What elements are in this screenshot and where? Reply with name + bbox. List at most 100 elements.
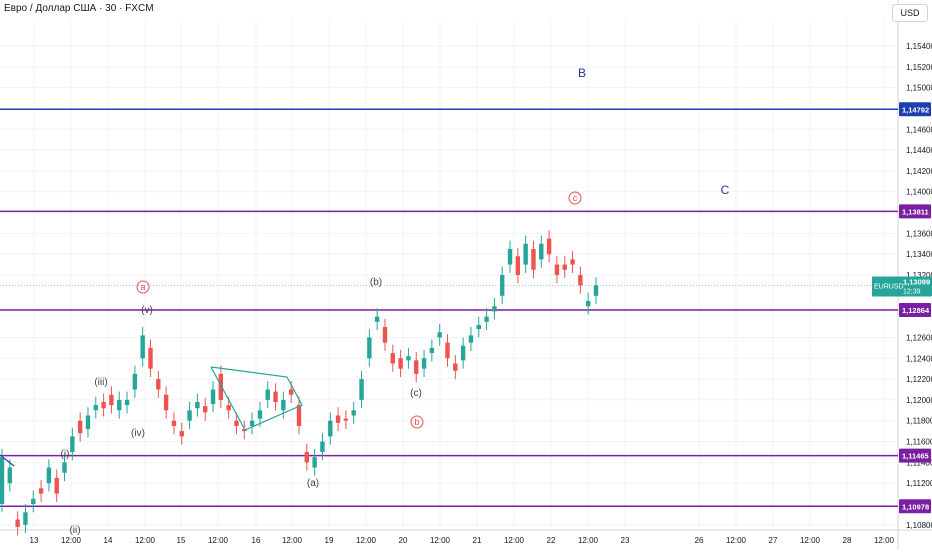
- x-tick-label-15: 12:00: [578, 536, 599, 545]
- candle-body-68: [531, 248, 536, 270]
- x-tick-label-10: 20: [399, 536, 408, 545]
- x-tick-label-5: 12:00: [208, 536, 229, 545]
- candle-body-2: [15, 519, 20, 527]
- y-tick-label-18: 1,10800: [906, 521, 932, 530]
- candle-body-5: [38, 488, 44, 494]
- candle-body-11: [85, 415, 91, 430]
- candle-body-70: [546, 238, 552, 255]
- candle-body-75: [585, 301, 591, 307]
- level-badge-0: [899, 102, 931, 117]
- candle-body-20: [156, 379, 161, 390]
- candle-body-60: [468, 335, 474, 343]
- level-label-4: 1,10978: [902, 502, 929, 511]
- level-badge-2: [899, 302, 931, 317]
- candle-body-16: [124, 399, 130, 406]
- candle-body-76: [593, 285, 599, 296]
- candle-body-74: [578, 275, 583, 286]
- wave-label-11: (c): [410, 388, 422, 399]
- x-tick-label-16: 23: [621, 536, 630, 545]
- x-tick-label-1: 12:00: [61, 536, 82, 545]
- candle-body-36: [281, 399, 286, 411]
- left-trend-line[interactable]: [0, 454, 15, 467]
- candle-body-41: [320, 441, 325, 452]
- wave-circle-3: [136, 280, 150, 294]
- y-tick-label-0: 1,15400: [906, 42, 932, 51]
- price-symbol: EURUSD: [874, 284, 904, 291]
- level-badge-1: [899, 204, 931, 219]
- candle-body-51: [398, 358, 403, 369]
- currency-badge[interactable]: USD: [892, 4, 928, 22]
- x-tick-label-13: 12:00: [504, 536, 525, 545]
- x-tick-label-9: 12:00: [356, 536, 377, 545]
- wave-label-5: (b): [370, 277, 382, 288]
- x-tick-label-14: 22: [547, 536, 556, 545]
- wave-label-6: (v): [141, 305, 153, 316]
- candle-body-53: [414, 360, 419, 374]
- x-tick-label-20: 12:00: [800, 536, 821, 545]
- y-tick-label-14: 1,11800: [906, 417, 932, 426]
- level-badge-3: [899, 448, 931, 463]
- candle-body-21: [163, 394, 169, 411]
- x-tick-label-19: 27: [769, 536, 778, 545]
- y-tick-label-12: 1,12200: [906, 375, 932, 384]
- wave-circle-2: [568, 191, 582, 205]
- y-tick-label-17: 1,11200: [906, 479, 932, 488]
- candle-body-19: [148, 347, 153, 369]
- candle-body-29: [226, 405, 231, 411]
- candle-body-6: [46, 467, 52, 484]
- candle-body-26: [203, 406, 208, 413]
- candle-body-32: [249, 420, 255, 426]
- candle-body-65: [507, 248, 513, 265]
- candle-body-22: [171, 420, 177, 426]
- x-tick-label-6: 16: [252, 536, 261, 545]
- x-tick-label-7: 12:00: [282, 536, 303, 545]
- chart-title: Евро / Доллар США · 30 · FXCM: [4, 3, 154, 14]
- y-tick-label-9: 1,13200: [906, 271, 932, 280]
- candle-body-23: [179, 431, 184, 437]
- price-badge: [872, 276, 932, 297]
- candle-body-10: [77, 420, 83, 434]
- candle-body-25: [195, 401, 200, 409]
- candle-body-38: [296, 405, 302, 426]
- x-tick-label-8: 19: [325, 536, 334, 545]
- triangle-pattern[interactable]: [210, 366, 303, 431]
- candle-body-1: [7, 467, 13, 484]
- candle-body-12: [93, 405, 98, 411]
- candle-body-50: [390, 353, 395, 364]
- y-tick-label-4: 1,14400: [906, 146, 932, 155]
- candle-body-9: [70, 436, 75, 452]
- level-label-2: 1,12864: [902, 306, 930, 315]
- candle-body-18: [140, 335, 145, 359]
- candle-body-39: [304, 451, 310, 463]
- candle-body-73: [570, 259, 575, 265]
- level-label-3: 1,11465: [902, 452, 929, 461]
- candle-body-44: [343, 418, 349, 421]
- candle-body-35: [273, 391, 278, 402]
- candle-body-40: [312, 457, 317, 468]
- candle-body-52: [406, 356, 411, 361]
- candle-body-54: [421, 358, 427, 369]
- candle-body-31: [242, 429, 247, 432]
- candle-body-43: [335, 415, 341, 423]
- y-tick-label-3: 1,14600: [906, 125, 932, 134]
- y-tick-label-5: 1,14200: [906, 167, 932, 176]
- candle-body-63: [492, 306, 497, 312]
- x-tick-label-22: 12:00: [874, 536, 895, 545]
- candle-body-57: [445, 342, 450, 359]
- x-tick-label-0: 13: [30, 536, 39, 545]
- candle-body-71: [554, 264, 560, 275]
- candle-body-66: [515, 256, 521, 275]
- candle-body-13: [101, 401, 106, 409]
- x-tick-label-4: 15: [177, 536, 186, 545]
- x-tick-label-11: 12:00: [430, 536, 451, 545]
- candle-body-45: [351, 410, 356, 416]
- candle-body-62: [484, 316, 489, 322]
- candle-body-49: [382, 327, 388, 343]
- candle-body-30: [234, 420, 239, 426]
- wave-label-0: B: [578, 66, 586, 80]
- candle-body-59: [460, 345, 466, 361]
- y-tick-label-10: 1,12600: [906, 333, 932, 342]
- x-tick-label-2: 14: [104, 536, 113, 545]
- candle-body-37: [288, 389, 294, 395]
